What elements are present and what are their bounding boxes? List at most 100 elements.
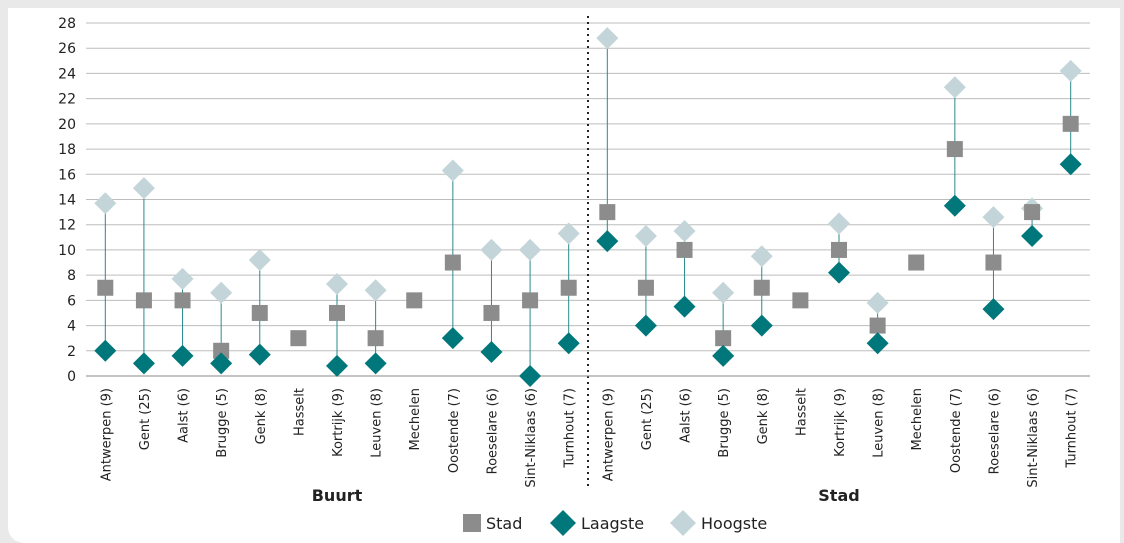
chart-panel: 0 2 4 6 8 10 12 14 16 18 20 22 24 26 28 Antwerpen (9) G…: [8, 8, 1120, 543]
x-tick-6: Kortrijk (9): [331, 388, 346, 457]
y-tick-6: 6: [67, 293, 76, 309]
point-hoogste-23: [982, 206, 1005, 229]
x-tick-5: Hasselt: [292, 388, 307, 436]
x-tick-4: Genk (8): [254, 388, 269, 444]
point-stad-25: [1062, 115, 1079, 132]
point-laagste-4: [248, 343, 271, 366]
point-hoogste-7: [364, 279, 387, 302]
point-laagste-23: [982, 298, 1005, 321]
point-hoogste-11: [519, 238, 542, 261]
x-tick-7: Leuven (8): [370, 388, 385, 458]
legend-hoogste-swatch: [670, 510, 696, 536]
point-stad-16: [715, 330, 732, 347]
point-laagste-20: [866, 332, 889, 355]
y-tick-18: 18: [58, 142, 76, 158]
point-laagste-24: [1021, 225, 1044, 248]
point-hoogste-20: [866, 291, 889, 314]
x-tick-14: Gent (25): [640, 388, 655, 450]
point-hoogste-16: [712, 281, 735, 304]
x-tick-0: Antwerpen (9): [99, 388, 114, 481]
point-laagste-19: [828, 261, 850, 284]
point-laagste-2: [171, 344, 194, 367]
legend-stad-label: Stad: [486, 514, 522, 533]
data-markers: [94, 27, 1082, 387]
x-tick-25: Turnhout (7): [1065, 388, 1080, 469]
x-tick-3: Brugge (5): [215, 388, 230, 458]
x-tick-8: Mechelen: [408, 388, 423, 450]
point-stad-0: [97, 279, 114, 296]
x-tick-17: Genk (8): [756, 388, 771, 444]
point-laagste-7: [364, 352, 387, 375]
point-laagste-14: [634, 314, 657, 337]
point-stad-22: [946, 141, 963, 158]
point-hoogste-19: [828, 212, 850, 235]
y-tick-14: 14: [58, 193, 76, 209]
point-hoogste-17: [750, 245, 773, 268]
point-laagste-16: [712, 344, 735, 367]
point-stad-1: [135, 292, 152, 309]
gridlines: [86, 22, 1090, 352]
point-hoogste-25: [1059, 59, 1082, 82]
point-stad-6: [329, 304, 345, 321]
x-tick-9: Oostende (7): [447, 388, 462, 473]
x-tick-19: Kortrijk (9): [833, 388, 848, 457]
legend-laagste-label: Laagste: [581, 514, 644, 533]
point-hoogste-3: [210, 281, 233, 304]
point-hoogste-1: [132, 177, 155, 200]
legend: Stad Laagste Hoogste: [463, 510, 767, 536]
point-stad-24: [1024, 204, 1041, 221]
point-stad-17: [753, 279, 770, 296]
point-hoogste-12: [557, 222, 580, 245]
point-stad-9: [444, 254, 461, 271]
point-stad-11: [522, 292, 539, 309]
y-tick-22: 22: [58, 92, 76, 108]
point-stad-18: [792, 292, 809, 309]
point-laagste-3: [210, 352, 233, 375]
point-laagste-10: [480, 341, 503, 364]
point-stad-15: [676, 241, 693, 258]
point-laagste-6: [326, 354, 348, 377]
x-tick-10: Roeselare (6): [485, 388, 500, 474]
point-hoogste-15: [673, 220, 696, 243]
x-tick-24: Sint-Niklaas (6): [1026, 388, 1041, 488]
point-laagste-25: [1059, 153, 1082, 176]
point-stad-19: [831, 241, 847, 258]
legend-hoogste-label: Hoogste: [701, 514, 767, 533]
group-label-stad: Stad: [818, 486, 859, 505]
x-tick-18: Hasselt: [794, 388, 809, 436]
point-stad-10: [483, 304, 500, 321]
point-stad-4: [251, 304, 268, 321]
point-laagste-22: [943, 194, 966, 217]
point-hoogste-9: [441, 159, 464, 182]
point-laagste-15: [673, 295, 696, 318]
x-tick-22: Oostende (7): [949, 388, 964, 473]
point-hoogste-22: [943, 76, 966, 99]
x-tick-13: Antwerpen (9): [601, 388, 616, 481]
point-hoogste-13: [596, 27, 619, 50]
y-tick-20: 20: [58, 117, 76, 133]
y-tick-24: 24: [58, 66, 76, 82]
y-tick-16: 16: [58, 167, 76, 183]
point-stad-2: [174, 292, 191, 309]
y-tick-12: 12: [58, 218, 76, 234]
y-tick-0: 0: [67, 369, 76, 385]
legend-laagste-swatch: [550, 510, 576, 536]
y-tick-4: 4: [67, 319, 76, 335]
point-stad-3: [213, 342, 230, 359]
point-laagste-1: [132, 352, 155, 375]
point-stad-13: [599, 204, 616, 221]
point-stad-8: [406, 292, 423, 309]
x-tick-20: Leuven (8): [872, 388, 887, 458]
group-label-buurt: Buurt: [312, 486, 363, 505]
y-tick-2: 2: [67, 344, 76, 360]
legend-stad-swatch: [463, 514, 481, 532]
point-laagste-11: [519, 365, 542, 387]
point-hoogste-14: [634, 225, 657, 248]
x-tick-1: Gent (25): [138, 388, 153, 450]
point-laagste-12: [557, 332, 580, 355]
x-tick-15: Aalst (6): [679, 388, 694, 443]
point-hoogste-10: [480, 238, 503, 261]
point-stad-14: [637, 279, 654, 296]
